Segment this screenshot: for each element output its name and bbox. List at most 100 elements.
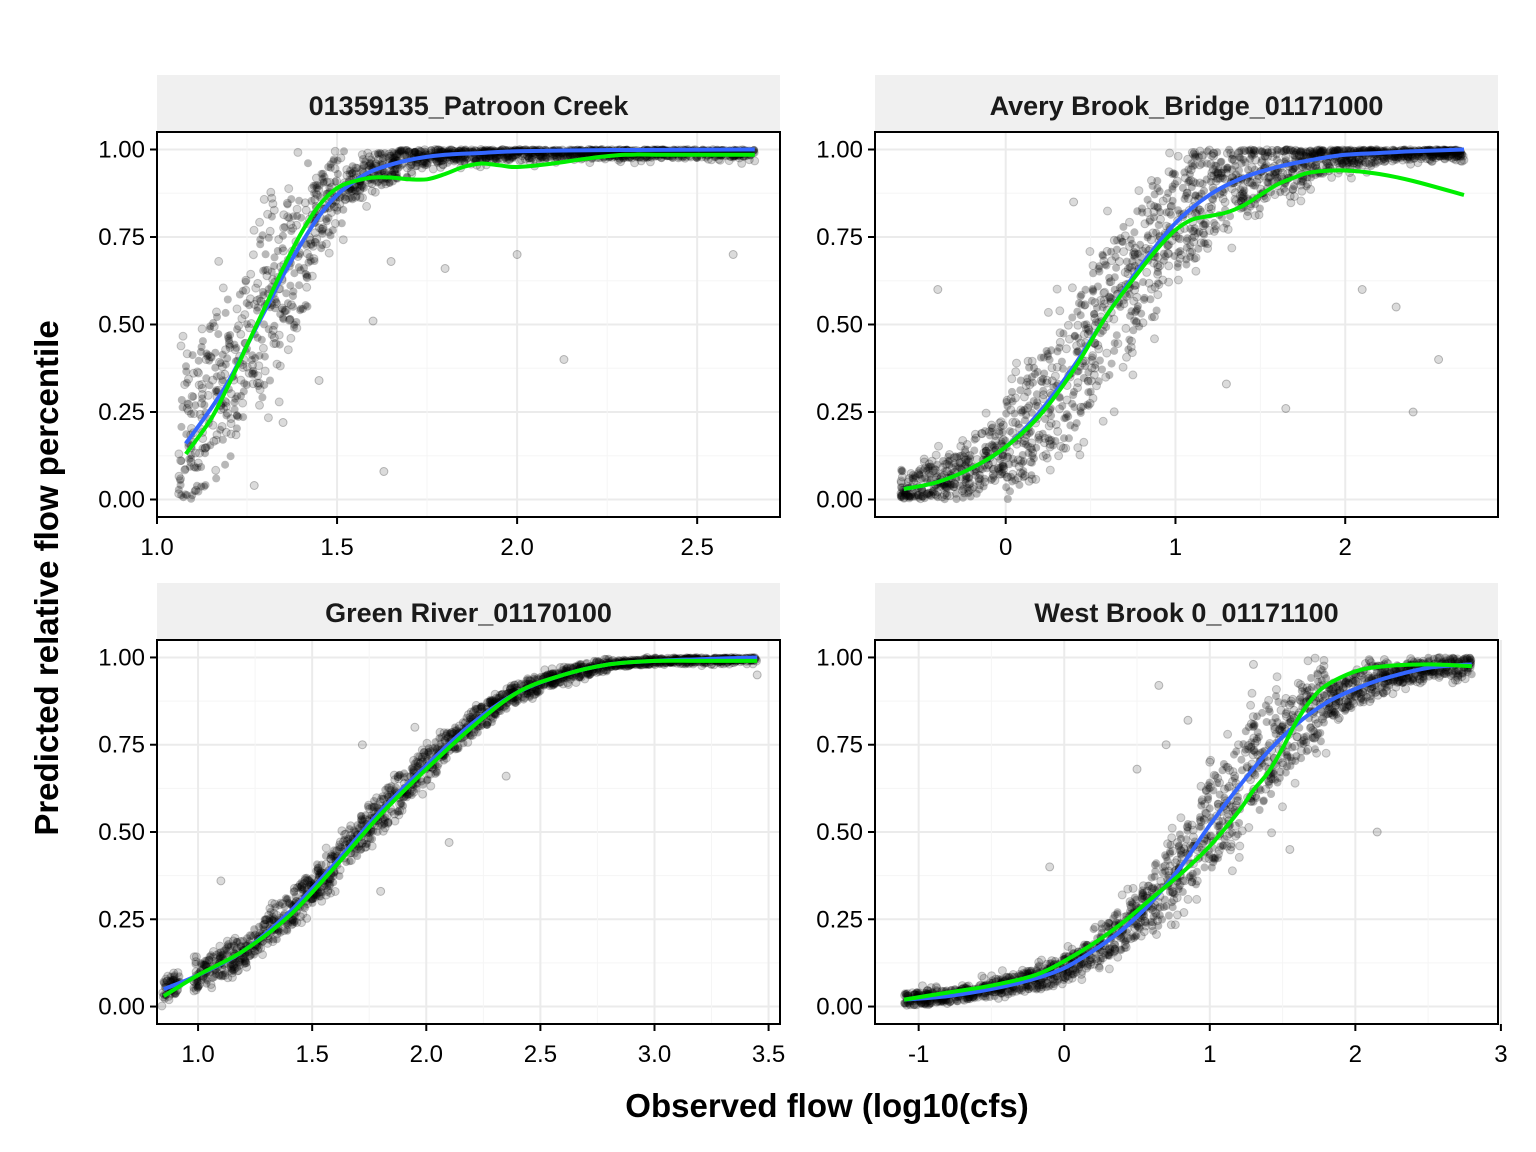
data-point — [1143, 195, 1152, 204]
data-point — [1012, 358, 1021, 368]
data-point — [313, 181, 322, 190]
data-point — [226, 389, 236, 399]
data-point — [333, 206, 342, 215]
data-point — [1246, 145, 1255, 154]
data-point — [310, 257, 319, 265]
data-point — [306, 257, 315, 266]
data-point-outlier — [314, 376, 324, 385]
data-point — [305, 253, 314, 261]
data-point — [970, 435, 979, 444]
data-point — [289, 287, 298, 296]
data-point — [1022, 440, 1030, 449]
data-point — [274, 330, 284, 340]
data-point — [1327, 172, 1337, 182]
data-point — [196, 347, 205, 356]
data-point — [182, 403, 192, 413]
data-point — [263, 209, 273, 219]
data-point — [293, 212, 302, 221]
data-point — [205, 325, 214, 333]
data-point — [194, 487, 203, 496]
data-point — [217, 422, 227, 431]
data-point — [176, 456, 186, 466]
data-point — [281, 306, 291, 315]
data-point — [286, 300, 296, 310]
data-point — [1002, 409, 1011, 418]
data-point — [410, 147, 419, 156]
data-point — [278, 244, 287, 253]
data-point — [1138, 204, 1146, 213]
data-point — [197, 324, 207, 334]
data-point — [312, 190, 322, 200]
data-point — [314, 223, 324, 233]
data-point — [321, 239, 331, 249]
data-point — [915, 471, 924, 479]
data-point-outlier — [379, 467, 389, 476]
data-point — [1150, 334, 1159, 344]
data-point — [1345, 158, 1354, 167]
y-tick-label: 0.00 — [816, 487, 863, 514]
data-point — [1110, 346, 1119, 355]
data-point — [917, 492, 926, 501]
data-point — [244, 368, 254, 378]
data-point — [1014, 420, 1023, 429]
data-point-outlier — [440, 264, 450, 273]
data-point — [1103, 206, 1112, 216]
data-point — [1005, 427, 1014, 436]
data-point — [1272, 145, 1281, 154]
data-point — [248, 369, 257, 378]
data-point — [1211, 225, 1220, 234]
data-point — [1197, 159, 1206, 168]
strip-background — [157, 75, 780, 131]
data-point — [294, 263, 303, 272]
data-point — [1107, 359, 1116, 368]
data-point — [233, 325, 242, 334]
data-point — [994, 465, 1003, 474]
data-point — [242, 299, 251, 308]
data-point — [302, 873, 311, 882]
data-point — [260, 320, 268, 329]
data-point — [184, 406, 193, 416]
data-point — [280, 305, 290, 315]
data-point — [1023, 388, 1032, 397]
data-point — [307, 196, 316, 205]
data-point — [330, 146, 340, 156]
data-point — [1044, 434, 1053, 443]
data-point — [259, 291, 268, 300]
data-point — [399, 773, 408, 782]
x-tick-label: 2.5 — [680, 534, 713, 561]
data-point — [290, 887, 299, 896]
data-point-outlier — [249, 481, 259, 490]
data-point — [1154, 280, 1164, 289]
data-point — [318, 174, 327, 183]
data-point — [220, 369, 230, 379]
data-point — [297, 213, 306, 222]
panel-avery-brook: Avery Brook_Bridge_01171000 0.000.250.50… — [816, 75, 1499, 561]
data-point — [424, 744, 433, 753]
data-point — [177, 422, 186, 431]
data-point — [252, 296, 262, 305]
data-point — [293, 147, 303, 157]
data-point — [206, 441, 215, 450]
data-point — [1060, 434, 1068, 443]
data-point — [200, 482, 209, 491]
data-point — [1164, 189, 1173, 198]
data-point — [1132, 281, 1141, 290]
data-point — [285, 314, 294, 323]
data-point — [1309, 162, 1318, 171]
data-point — [250, 369, 259, 378]
data-point — [1276, 188, 1285, 197]
data-point — [373, 155, 383, 164]
data-point — [1227, 243, 1237, 253]
x-tick-label: 1.5 — [320, 534, 353, 561]
data-point — [218, 350, 227, 359]
data-point — [187, 451, 196, 460]
data-point — [212, 372, 221, 381]
data-point — [963, 483, 972, 492]
data-point — [197, 482, 206, 491]
data-point — [257, 335, 266, 344]
data-point — [176, 476, 185, 485]
data-point — [330, 164, 340, 174]
data-point — [1112, 331, 1121, 340]
data-point — [261, 266, 270, 274]
data-point — [974, 477, 983, 486]
